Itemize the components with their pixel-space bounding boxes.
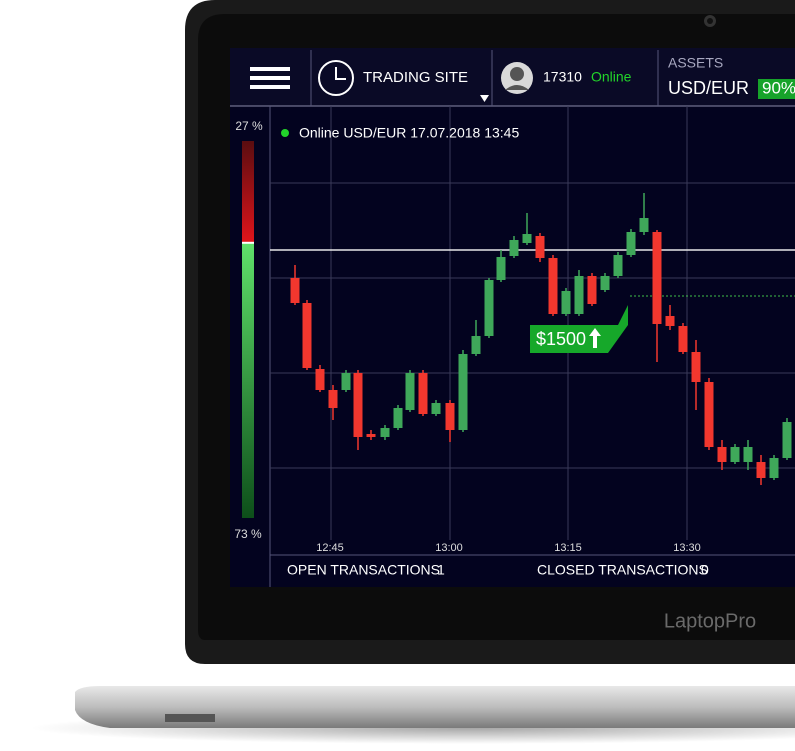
candle-body xyxy=(600,276,610,290)
candle-body xyxy=(639,218,649,232)
candle-body xyxy=(393,408,403,428)
menu-line xyxy=(250,76,290,80)
candle-body xyxy=(756,462,766,478)
candle-body xyxy=(405,373,415,410)
sentiment-bar xyxy=(242,242,254,519)
candle-body xyxy=(704,382,714,447)
candle-body xyxy=(574,276,584,314)
candle-body xyxy=(496,257,506,280)
candle-body xyxy=(613,255,623,276)
candle-body xyxy=(587,276,597,304)
candle-body xyxy=(353,373,363,437)
payout-badge xyxy=(758,79,795,99)
candle-body xyxy=(471,336,481,354)
sentiment-label: 73 % xyxy=(234,527,262,541)
candle-body xyxy=(717,447,727,462)
candle-body xyxy=(782,422,792,458)
candle-body xyxy=(743,447,753,462)
candle-body xyxy=(315,369,325,390)
camera-lens xyxy=(707,18,713,24)
marker-box xyxy=(530,325,628,353)
marker-label: $1500 xyxy=(536,329,586,349)
user-id: 17310 xyxy=(543,69,582,85)
candle-body xyxy=(652,232,662,324)
sentiment-bar xyxy=(242,141,254,243)
candle-body xyxy=(302,303,312,368)
brand: LaptopPro xyxy=(664,610,756,632)
sentiment-label: 27 % xyxy=(235,119,263,133)
candle-body xyxy=(445,403,455,430)
avatar-body xyxy=(505,85,529,90)
candle-body xyxy=(678,326,688,352)
candle-body xyxy=(509,240,519,256)
x-label: 13:00 xyxy=(435,542,463,554)
clock-hands xyxy=(335,67,346,80)
candle-body xyxy=(431,403,441,414)
menu-line xyxy=(250,67,290,71)
open-label[interactable]: OPEN TRANSACTIONS xyxy=(287,562,440,578)
status-dot xyxy=(281,129,289,137)
asset-pair[interactable]: USD/EUR xyxy=(668,78,749,98)
candle-body xyxy=(535,236,545,258)
candle-body xyxy=(561,291,571,314)
chart-status: Online USD/EUR 17.07.2018 13:45 xyxy=(299,125,519,141)
closed-count: 0 xyxy=(701,562,709,578)
candle-body xyxy=(484,280,494,336)
x-label: 12:45 xyxy=(316,542,344,554)
clock-icon xyxy=(318,60,354,96)
marker-pointer xyxy=(618,305,628,325)
candle-body xyxy=(290,278,300,303)
candle-body xyxy=(458,354,468,430)
candle-body xyxy=(341,373,351,390)
candle-body xyxy=(366,434,376,437)
site-title[interactable]: TRADING SITE xyxy=(363,69,468,86)
closed-label[interactable]: CLOSED TRANSACTIONS xyxy=(537,562,708,578)
menu-button[interactable] xyxy=(250,67,290,89)
menu-line xyxy=(250,85,290,89)
assets-label: ASSETS xyxy=(668,55,723,71)
dropdown-arrow[interactable] xyxy=(480,95,489,102)
candles xyxy=(290,193,792,485)
candle-body xyxy=(522,234,532,243)
candle-body xyxy=(665,316,675,326)
candle-body xyxy=(730,447,740,462)
x-label: 13:30 xyxy=(673,542,701,554)
laptop-base xyxy=(75,686,795,728)
screen xyxy=(230,48,795,587)
candle-body xyxy=(769,458,779,478)
candle-body xyxy=(380,428,390,437)
marker-arrow xyxy=(589,328,601,348)
candle-body xyxy=(548,258,558,314)
sentiment-gauge xyxy=(242,141,254,519)
candle-body xyxy=(418,373,428,414)
candle-body xyxy=(626,232,636,255)
x-label: 13:15 xyxy=(554,542,582,554)
asset-payout: 90% xyxy=(762,78,795,97)
candle-body xyxy=(691,352,701,382)
user-status: Online xyxy=(591,69,632,85)
grid xyxy=(270,106,795,540)
candle-body xyxy=(328,390,338,408)
open-count: 1 xyxy=(437,562,445,578)
avatar-head xyxy=(510,67,524,81)
vent xyxy=(165,714,215,722)
